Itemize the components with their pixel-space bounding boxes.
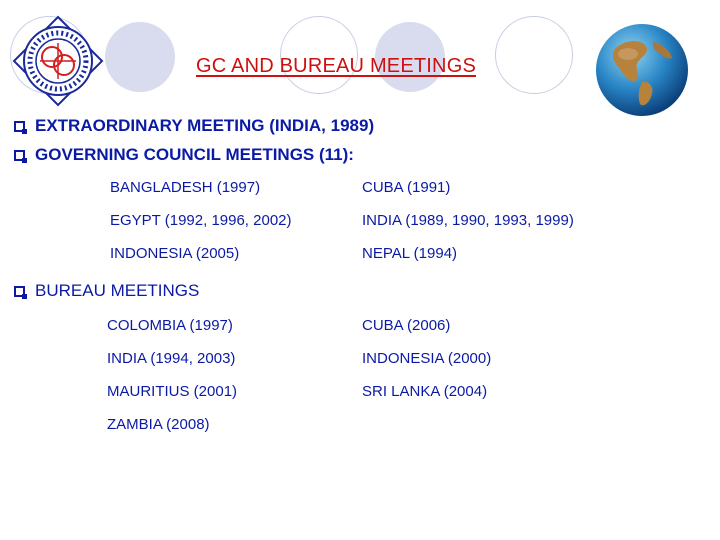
bureau-meeting-item: COLOMBIA (1997) — [107, 317, 233, 334]
bullet-extraordinary-meeting: EXTRAORDINARY MEETING (INDIA, 1989) — [14, 116, 374, 136]
decorative-ring — [280, 16, 358, 94]
decorative-circle — [375, 22, 445, 92]
bullet-text: BUREAU MEETINGS — [35, 281, 200, 300]
decorative-circle — [105, 22, 175, 92]
bullet-text: GOVERNING COUNCIL MEETINGS (11): — [35, 145, 354, 164]
governing-meeting-item: EGYPT (1992, 1996, 2002) — [110, 212, 292, 229]
bullet-text: EXTRAORDINARY MEETING (INDIA, 1989) — [35, 116, 375, 135]
governing-meeting-item: BANGLADESH (1997) — [110, 179, 261, 196]
page-title: GC AND BUREAU MEETINGS — [196, 55, 476, 77]
bureau-meeting-item: INDIA (1994, 2003) — [107, 350, 236, 367]
decorative-ring — [495, 16, 573, 94]
bullet-checkbox-icon — [14, 285, 27, 299]
bullet-checkbox-icon — [14, 120, 27, 134]
organization-seal-logo — [12, 15, 104, 107]
governing-meeting-item: CUBA (1991) — [362, 179, 451, 196]
bureau-meeting-item: ZAMBIA (2008) — [107, 416, 210, 433]
bullet-governing-council: GOVERNING COUNCIL MEETINGS (11): — [14, 145, 354, 165]
bullet-bureau-meetings: BUREAU MEETINGS — [14, 281, 199, 301]
governing-meeting-item: NEPAL (1994) — [362, 245, 458, 262]
bullet-checkbox-icon — [14, 149, 27, 163]
bureau-meeting-item: CUBA (2006) — [362, 317, 451, 334]
governing-meeting-item: INDONESIA (2005) — [110, 245, 240, 262]
bureau-meeting-item: SRI LANKA (2004) — [362, 383, 488, 400]
bureau-meeting-item: INDONESIA (2000) — [362, 350, 492, 367]
globe-icon — [596, 24, 688, 116]
bureau-meeting-item: MAURITIUS (2001) — [107, 383, 238, 400]
governing-meeting-item: INDIA (1989, 1990, 1993, 1999) — [362, 212, 574, 229]
